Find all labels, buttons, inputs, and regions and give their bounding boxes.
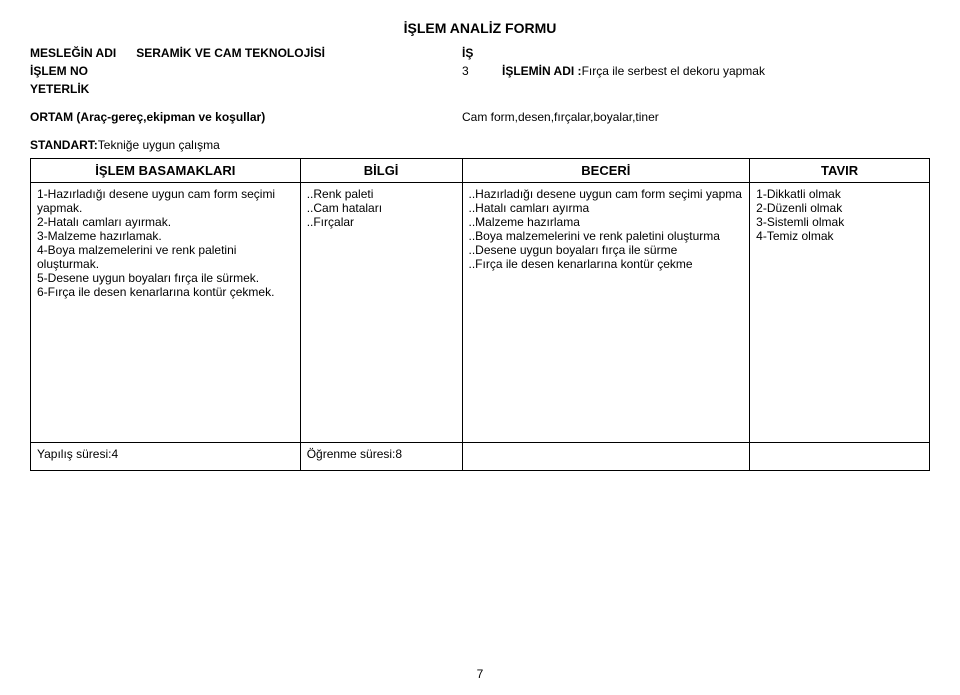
meslek-label: MESLEĞİN ADI xyxy=(30,46,116,60)
th-tavir: TAVIR xyxy=(750,159,930,183)
cell-beceri: ..Hazırladığı desene uygun cam form seçi… xyxy=(462,183,750,443)
header-row-2: İŞLEM NO 3 İŞLEMİN ADI : Fırça ile serbe… xyxy=(30,62,930,80)
form-title: İŞLEM ANALİZ FORMU xyxy=(30,20,930,36)
analysis-table: İŞLEM BASAMAKLARI BİLGİ BECERİ TAVIR 1-H… xyxy=(30,158,930,471)
standart-value: Tekniğe uygun çalışma xyxy=(98,138,220,152)
islemin-adi-value: Fırça ile serbest el dekoru yapmak xyxy=(582,64,765,78)
ortam-label: ORTAM (Araç-gereç,ekipman ve koşullar) xyxy=(30,110,462,124)
cell-bilgi: ..Renk paleti ..Cam hataları ..Fırçalar xyxy=(300,183,462,443)
cell-ogrenme: Öğrenme süresi:8 xyxy=(300,443,462,471)
meslek-value: SERAMİK VE CAM TEKNOLOJİSİ xyxy=(136,46,325,60)
th-bilgi: BİLGİ xyxy=(300,159,462,183)
cell-foot-empty-2 xyxy=(750,443,930,471)
cell-yapilis: Yapılış süresi:4 xyxy=(31,443,301,471)
header-row-1: MESLEĞİN ADI SERAMİK VE CAM TEKNOLOJİSİ … xyxy=(30,44,930,62)
islemin-adi-label: İŞLEMİN ADI : xyxy=(502,64,582,78)
islem-no-value: 3 xyxy=(462,64,502,78)
table-head-row: İŞLEM BASAMAKLARI BİLGİ BECERİ TAVIR xyxy=(31,159,930,183)
ortam-value: Cam form,desen,fırçalar,boyalar,tiner xyxy=(462,110,930,124)
cell-tavir: 1-Dikkatli olmak 2-Düzenli olmak 3-Siste… xyxy=(750,183,930,443)
cell-foot-empty-1 xyxy=(462,443,750,471)
header-row-4: ORTAM (Araç-gereç,ekipman ve koşullar) C… xyxy=(30,108,930,126)
standart-line: STANDART:Tekniğe uygun çalışma xyxy=(30,138,930,152)
yeterlik-label: YETERLİK xyxy=(30,82,462,96)
th-basamak: İŞLEM BASAMAKLARI xyxy=(31,159,301,183)
table-body-row: 1-Hazırladığı desene uygun cam form seçi… xyxy=(31,183,930,443)
page-number: 7 xyxy=(0,667,960,681)
th-beceri: BECERİ xyxy=(462,159,750,183)
table-foot-row: Yapılış süresi:4 Öğrenme süresi:8 xyxy=(31,443,930,471)
cell-basamak: 1-Hazırladığı desene uygun cam form seçi… xyxy=(31,183,301,443)
islem-no-label: İŞLEM NO xyxy=(30,64,88,78)
standart-label: STANDART: xyxy=(30,138,98,152)
header-row-3: YETERLİK xyxy=(30,80,930,98)
is-label: İŞ xyxy=(462,46,930,60)
